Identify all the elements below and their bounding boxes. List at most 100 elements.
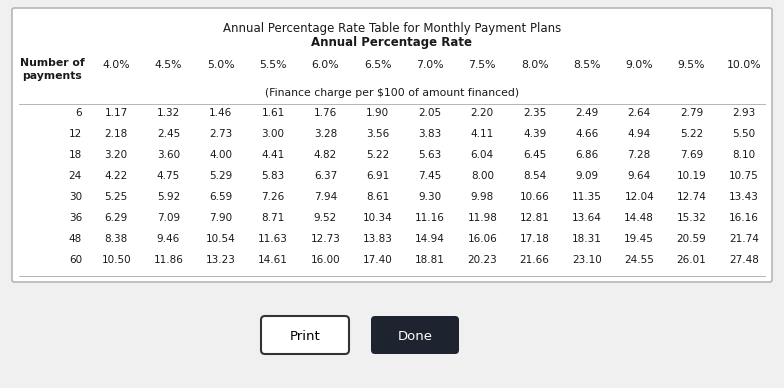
Text: 13.83: 13.83	[363, 234, 393, 244]
Text: 8.38: 8.38	[104, 234, 128, 244]
Text: 2.35: 2.35	[523, 108, 546, 118]
Text: 3.20: 3.20	[104, 150, 128, 160]
Text: 5.92: 5.92	[157, 192, 180, 202]
Text: 10.75: 10.75	[729, 171, 759, 181]
Text: 4.94: 4.94	[628, 129, 651, 139]
FancyBboxPatch shape	[261, 316, 349, 354]
Text: 12.73: 12.73	[310, 234, 340, 244]
Text: 4.82: 4.82	[314, 150, 337, 160]
Text: 16.00: 16.00	[310, 255, 340, 265]
Text: 7.90: 7.90	[209, 213, 232, 223]
Text: 36: 36	[69, 213, 82, 223]
Text: 10.66: 10.66	[520, 192, 550, 202]
Text: 13.64: 13.64	[572, 213, 602, 223]
Text: 6.91: 6.91	[366, 171, 390, 181]
Text: 6: 6	[75, 108, 82, 118]
Text: 9.52: 9.52	[314, 213, 337, 223]
Text: 2.73: 2.73	[209, 129, 232, 139]
Text: 3.83: 3.83	[419, 129, 441, 139]
Text: 1.76: 1.76	[314, 108, 337, 118]
Text: 4.22: 4.22	[104, 171, 128, 181]
Text: 5.29: 5.29	[209, 171, 232, 181]
Text: 21.66: 21.66	[520, 255, 550, 265]
Text: 21.74: 21.74	[729, 234, 759, 244]
Text: 30: 30	[69, 192, 82, 202]
Text: 2.20: 2.20	[470, 108, 494, 118]
Text: 2.64: 2.64	[628, 108, 651, 118]
Text: 8.61: 8.61	[366, 192, 390, 202]
Text: 1.61: 1.61	[261, 108, 285, 118]
Text: Annual Percentage Rate Table for Monthly Payment Plans: Annual Percentage Rate Table for Monthly…	[223, 22, 561, 35]
Text: 14.48: 14.48	[624, 213, 654, 223]
Text: 10.34: 10.34	[363, 213, 393, 223]
Text: 48: 48	[69, 234, 82, 244]
Text: 4.11: 4.11	[470, 129, 494, 139]
Text: 1.90: 1.90	[366, 108, 389, 118]
Text: 4.0%: 4.0%	[103, 60, 130, 70]
Text: 8.0%: 8.0%	[521, 60, 549, 70]
Text: 2.49: 2.49	[575, 108, 598, 118]
Text: 10.19: 10.19	[677, 171, 706, 181]
Text: Number of
payments: Number of payments	[20, 58, 85, 81]
Text: 6.45: 6.45	[523, 150, 546, 160]
Text: 4.5%: 4.5%	[154, 60, 182, 70]
Text: Done: Done	[397, 329, 433, 343]
Text: 10.50: 10.50	[101, 255, 131, 265]
Text: Annual Percentage Rate: Annual Percentage Rate	[311, 36, 473, 49]
Text: 6.0%: 6.0%	[311, 60, 339, 70]
Text: 9.0%: 9.0%	[626, 60, 653, 70]
Text: (Finance charge per $100 of amount financed): (Finance charge per $100 of amount finan…	[265, 88, 519, 98]
Text: 7.28: 7.28	[628, 150, 651, 160]
Text: 9.09: 9.09	[575, 171, 598, 181]
Text: 15.32: 15.32	[677, 213, 706, 223]
Text: 16.16: 16.16	[729, 213, 759, 223]
Text: Print: Print	[289, 329, 321, 343]
Text: 26.01: 26.01	[677, 255, 706, 265]
Text: 11.86: 11.86	[154, 255, 183, 265]
Text: 5.0%: 5.0%	[207, 60, 234, 70]
Text: 1.32: 1.32	[157, 108, 180, 118]
Text: 7.09: 7.09	[157, 213, 180, 223]
Text: 12.81: 12.81	[520, 213, 550, 223]
Text: 8.71: 8.71	[261, 213, 285, 223]
Text: 4.39: 4.39	[523, 129, 546, 139]
Text: 12: 12	[69, 129, 82, 139]
Text: 27.48: 27.48	[729, 255, 759, 265]
Text: 7.26: 7.26	[261, 192, 285, 202]
Text: 4.00: 4.00	[209, 150, 232, 160]
Text: 8.00: 8.00	[471, 171, 494, 181]
Text: 18: 18	[69, 150, 82, 160]
Text: 9.64: 9.64	[628, 171, 651, 181]
Text: 10.0%: 10.0%	[727, 60, 761, 70]
Text: 6.29: 6.29	[104, 213, 128, 223]
Text: 2.93: 2.93	[732, 108, 756, 118]
Text: 5.63: 5.63	[419, 150, 441, 160]
Text: 11.98: 11.98	[467, 213, 497, 223]
Text: 12.74: 12.74	[677, 192, 706, 202]
Text: 5.25: 5.25	[104, 192, 128, 202]
Text: 5.5%: 5.5%	[260, 60, 287, 70]
Text: 60: 60	[69, 255, 82, 265]
Text: 7.0%: 7.0%	[416, 60, 444, 70]
Text: 3.56: 3.56	[366, 129, 390, 139]
Text: 3.60: 3.60	[157, 150, 180, 160]
FancyBboxPatch shape	[12, 8, 772, 282]
Text: 13.23: 13.23	[206, 255, 236, 265]
Text: 11.35: 11.35	[572, 192, 602, 202]
Text: 9.5%: 9.5%	[678, 60, 706, 70]
Text: 9.30: 9.30	[419, 192, 441, 202]
FancyBboxPatch shape	[371, 316, 459, 354]
Text: 23.10: 23.10	[572, 255, 602, 265]
Text: 20.59: 20.59	[677, 234, 706, 244]
Text: 7.94: 7.94	[314, 192, 337, 202]
Text: 6.37: 6.37	[314, 171, 337, 181]
Text: 4.66: 4.66	[575, 129, 598, 139]
Text: 17.18: 17.18	[520, 234, 550, 244]
Text: 6.86: 6.86	[575, 150, 598, 160]
Text: 7.69: 7.69	[680, 150, 703, 160]
Text: 4.41: 4.41	[261, 150, 285, 160]
Text: 5.50: 5.50	[732, 129, 756, 139]
Text: 13.43: 13.43	[729, 192, 759, 202]
Text: 7.45: 7.45	[419, 171, 441, 181]
Text: 8.54: 8.54	[523, 171, 546, 181]
